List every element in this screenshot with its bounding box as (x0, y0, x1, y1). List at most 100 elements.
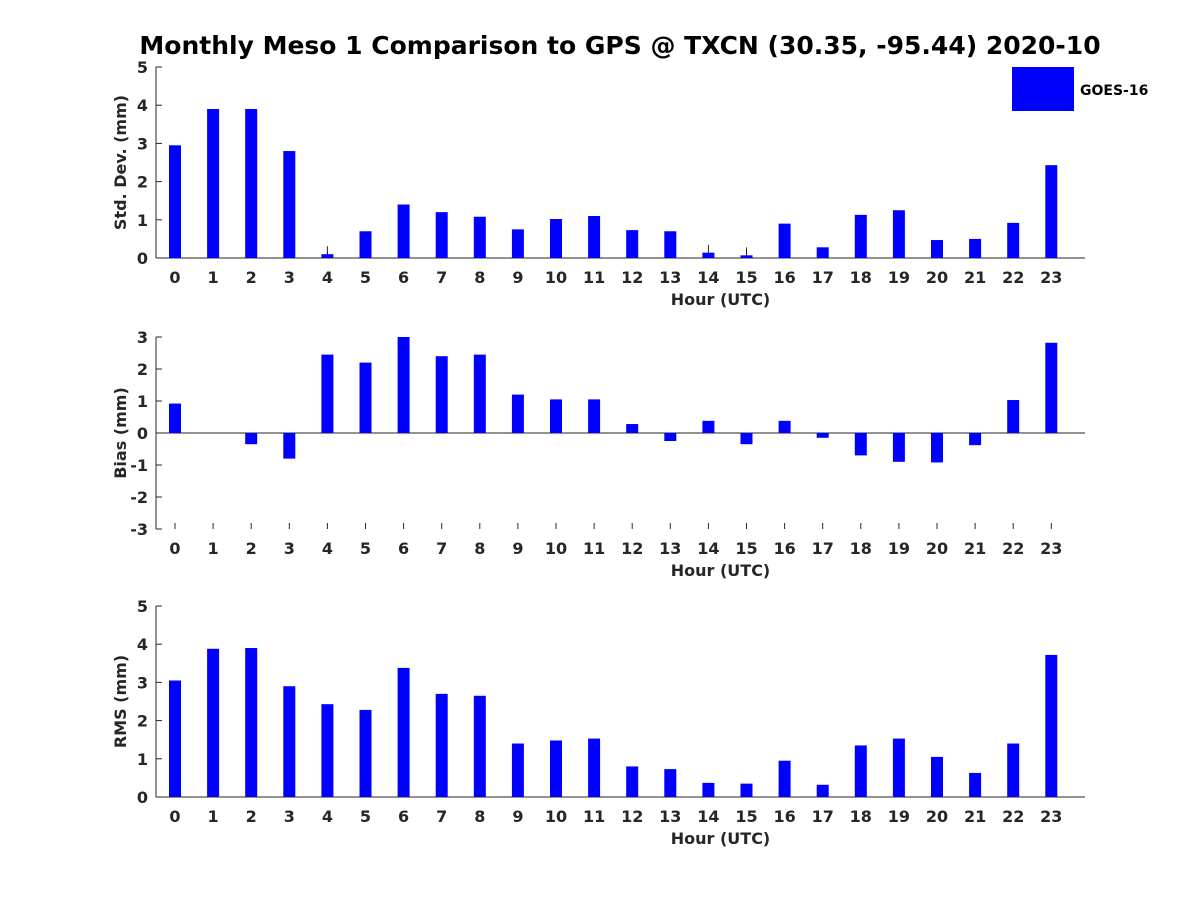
bar-std-dev-18 (854, 214, 867, 258)
x-tick-label: 7 (436, 268, 447, 287)
chart-title: Monthly Meso 1 Comparison to GPS @ TXCN … (139, 31, 1100, 60)
bar-bias-20 (931, 433, 943, 463)
x-tick-label: 9 (512, 268, 523, 287)
bar-bias-22 (1007, 400, 1020, 433)
x-tick-label: 6 (398, 807, 409, 826)
y-tick-label: 5 (137, 597, 148, 616)
y-tick-label: 1 (137, 750, 148, 769)
bar-rms-5 (359, 709, 372, 797)
bar-bias-11 (588, 399, 601, 433)
bar-rms-2 (245, 648, 258, 797)
x-tick-label: 8 (474, 539, 485, 558)
bar-std-dev-17 (816, 247, 829, 258)
bar-bias-13 (664, 433, 677, 441)
bar-rms-8 (473, 695, 486, 797)
x-tick-label: 20 (926, 539, 948, 558)
x-tick-label: 0 (169, 539, 180, 558)
bar-std-dev-21 (969, 238, 982, 258)
x-tick-label: 11 (583, 539, 605, 558)
x-tick-label: 9 (512, 539, 523, 558)
bar-bias-15 (740, 433, 753, 445)
x-tick-label: 15 (735, 539, 757, 558)
x-tick-label: 22 (1002, 539, 1024, 558)
bar-bias-14 (702, 420, 715, 433)
bar-rms-18 (854, 745, 867, 797)
x-tick-label: 17 (812, 268, 834, 287)
bar-std-dev-13 (664, 231, 677, 258)
x-tick-label: 18 (850, 268, 872, 287)
y-tick-label: -2 (130, 488, 148, 507)
x-tick-label: 1 (208, 807, 219, 826)
x-tick-label: 20 (926, 268, 948, 287)
x-tick-label: 23 (1040, 539, 1062, 558)
bar-bias-4 (321, 354, 334, 433)
y-tick-label: -1 (130, 456, 148, 475)
x-tick-label: 13 (659, 807, 681, 826)
x-tick-label: 18 (850, 807, 872, 826)
y-tick-label: 2 (137, 360, 148, 379)
x-tick-label: 15 (735, 268, 757, 287)
x-tick-label: 12 (621, 807, 643, 826)
x-tick-label: 6 (398, 268, 409, 287)
x-tick-label: 15 (735, 807, 757, 826)
bar-std-dev-12 (626, 230, 639, 258)
bar-bias-0 (169, 403, 181, 433)
bar-std-dev-19 (892, 210, 905, 258)
x-tick-label: 5 (360, 268, 371, 287)
y-tick-label: 4 (137, 635, 148, 654)
bar-std-dev-20 (931, 240, 943, 258)
bar-std-dev-4 (321, 254, 334, 258)
x-axis-label: Hour (UTC) (671, 561, 771, 580)
x-tick-label: 18 (850, 539, 872, 558)
x-tick-label: 1 (208, 539, 219, 558)
x-tick-label: 17 (812, 539, 834, 558)
bar-std-dev-7 (435, 212, 448, 258)
x-tick-label: 17 (812, 807, 834, 826)
bar-rms-0 (169, 680, 181, 797)
bar-std-dev-2 (245, 109, 258, 259)
bar-rms-23 (1045, 654, 1058, 797)
bar-bias-16 (778, 420, 791, 433)
bar-std-dev-0 (169, 145, 181, 258)
x-tick-label: 21 (964, 539, 986, 558)
bar-bias-2 (245, 433, 258, 445)
x-tick-label: 0 (169, 807, 180, 826)
bar-bias-21 (969, 433, 982, 446)
bar-rms-12 (626, 766, 639, 797)
x-tick-label: 11 (583, 807, 605, 826)
x-tick-label: 19 (888, 268, 910, 287)
bar-bias-6 (397, 337, 410, 433)
bar-bias-18 (854, 433, 867, 456)
bar-bias-10 (550, 399, 562, 433)
x-tick-label: 7 (436, 539, 447, 558)
x-tick-label: 14 (697, 268, 719, 287)
bar-std-dev-3 (283, 151, 296, 258)
bar-bias-19 (892, 433, 905, 462)
y-tick-label: 3 (137, 134, 148, 153)
y-tick-label: 0 (137, 788, 148, 807)
bar-rms-22 (1007, 743, 1020, 797)
x-tick-label: 20 (926, 807, 948, 826)
x-tick-label: 2 (246, 539, 257, 558)
legend: GOES-16 (1012, 67, 1148, 111)
x-tick-label: 11 (583, 268, 605, 287)
x-tick-label: 19 (888, 807, 910, 826)
bar-rms-13 (664, 769, 677, 797)
x-tick-label: 3 (284, 539, 295, 558)
x-tick-label: 1 (208, 268, 219, 287)
bar-bias-12 (626, 424, 639, 433)
y-tick-label: 1 (137, 211, 148, 230)
x-tick-label: 3 (284, 268, 295, 287)
bar-rms-10 (550, 740, 562, 797)
x-tick-label: 3 (284, 807, 295, 826)
bar-bias-5 (359, 362, 372, 433)
y-tick-label: 3 (137, 328, 148, 347)
y-tick-label: 2 (137, 173, 148, 192)
x-tick-label: 12 (621, 539, 643, 558)
bar-rms-6 (397, 667, 410, 797)
y-tick-label: 2 (137, 712, 148, 731)
bar-bias-9 (511, 394, 524, 433)
x-tick-label: 14 (697, 539, 719, 558)
